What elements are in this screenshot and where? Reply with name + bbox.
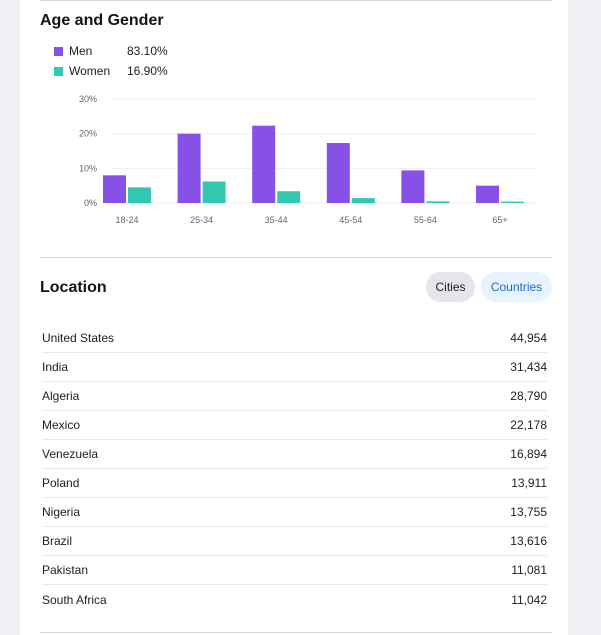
location-value: 13,755	[510, 505, 547, 519]
legend-label-men: Men	[69, 44, 93, 58]
countries-toggle-button[interactable]: Countries	[481, 272, 552, 302]
y-tick-label: 30%	[79, 94, 97, 104]
location-row: South Africa 11,042	[42, 585, 547, 614]
cities-toggle-button[interactable]: Cities	[426, 272, 475, 302]
location-row: Poland 13,911	[42, 469, 547, 498]
location-row: India 31,434	[42, 353, 547, 382]
bar-women-35-44[interactable]	[277, 191, 301, 203]
y-tick-label: 0%	[84, 198, 97, 208]
bottom-divider	[40, 632, 552, 633]
location-name: Pakistan	[42, 563, 89, 577]
location-name: India	[42, 360, 69, 374]
location-row: Algeria 28,790	[42, 382, 547, 411]
bar-men-25-34[interactable]	[177, 133, 201, 203]
location-row: Venezuela 16,894	[42, 440, 547, 469]
legend-percent-men: 83.10%	[127, 44, 168, 58]
location-value: 11,081	[511, 563, 547, 577]
location-value: 16,894	[510, 447, 547, 461]
bar-men-65+[interactable]	[476, 185, 499, 203]
bar-women-18-24[interactable]	[128, 187, 151, 203]
location-value: 31,434	[510, 360, 547, 374]
bar-women-25-34[interactable]	[202, 181, 226, 204]
x-tick-label: 35-44	[265, 215, 288, 225]
location-title: Location	[40, 279, 107, 296]
bar-women-45-54[interactable]	[351, 198, 375, 203]
chart-legend: Men 83.10% Women 16.90%	[54, 41, 168, 81]
location-value: 28,790	[510, 389, 547, 403]
x-tick-label: 55-64	[414, 215, 437, 225]
location-name: Algeria	[42, 389, 80, 403]
location-value: 13,616	[510, 534, 547, 548]
location-row: United States 44,954	[42, 324, 547, 353]
y-tick-label: 20%	[79, 129, 97, 139]
location-row: Pakistan 11,081	[42, 556, 547, 585]
x-tick-label: 18-24	[115, 215, 138, 225]
bar-men-45-54[interactable]	[326, 143, 350, 203]
location-row: Mexico 22,178	[42, 411, 547, 440]
location-name: Mexico	[42, 418, 81, 432]
bar-women-55-64[interactable]	[426, 201, 450, 203]
x-tick-label: 65+	[492, 215, 507, 225]
legend-item-women: Women 16.90%	[54, 61, 168, 81]
bar-men-55-64[interactable]	[401, 170, 425, 203]
age-gender-bar-chart: 0% 10% 20% 30% 18-24 25-34 35-44 45-54 55-64 65+	[79, 94, 538, 225]
location-name: Poland	[42, 476, 80, 490]
bar-women-65+[interactable]	[501, 201, 524, 203]
location-value: 13,911	[511, 476, 547, 490]
legend-swatch-men	[54, 46, 63, 56]
legend-swatch-women	[54, 66, 63, 76]
location-name: Brazil	[42, 534, 73, 548]
x-tick-label: 45-54	[339, 215, 362, 225]
location-name: Venezuela	[42, 447, 99, 461]
age-gender-title: Age and Gender	[40, 12, 164, 29]
legend-percent-women: 16.90%	[127, 64, 168, 78]
y-tick-label: 10%	[79, 163, 97, 173]
location-name: Nigeria	[42, 505, 81, 519]
bar-men-18-24[interactable]	[103, 175, 126, 203]
location-value: 22,178	[510, 418, 547, 432]
legend-item-men: Men 83.10%	[54, 41, 168, 61]
location-list: United States 44,954 India 31,434 Algeria 28,…	[42, 324, 547, 614]
location-value: 44,954	[510, 331, 547, 345]
location-row: Nigeria 13,755	[42, 498, 547, 527]
location-value: 11,042	[511, 592, 547, 607]
location-name: United States	[42, 331, 115, 345]
x-tick-label: 25-34	[190, 215, 213, 225]
section-divider	[40, 257, 552, 258]
audience-card: Age and Gender Men 83.10% Women 16.90% 0…	[20, 0, 568, 635]
location-name: South Africa	[42, 592, 107, 607]
location-row: Brazil 13,616	[42, 527, 547, 556]
top-divider	[40, 0, 552, 1]
bar-men-35-44[interactable]	[252, 125, 276, 203]
legend-label-women: Women	[69, 64, 111, 78]
